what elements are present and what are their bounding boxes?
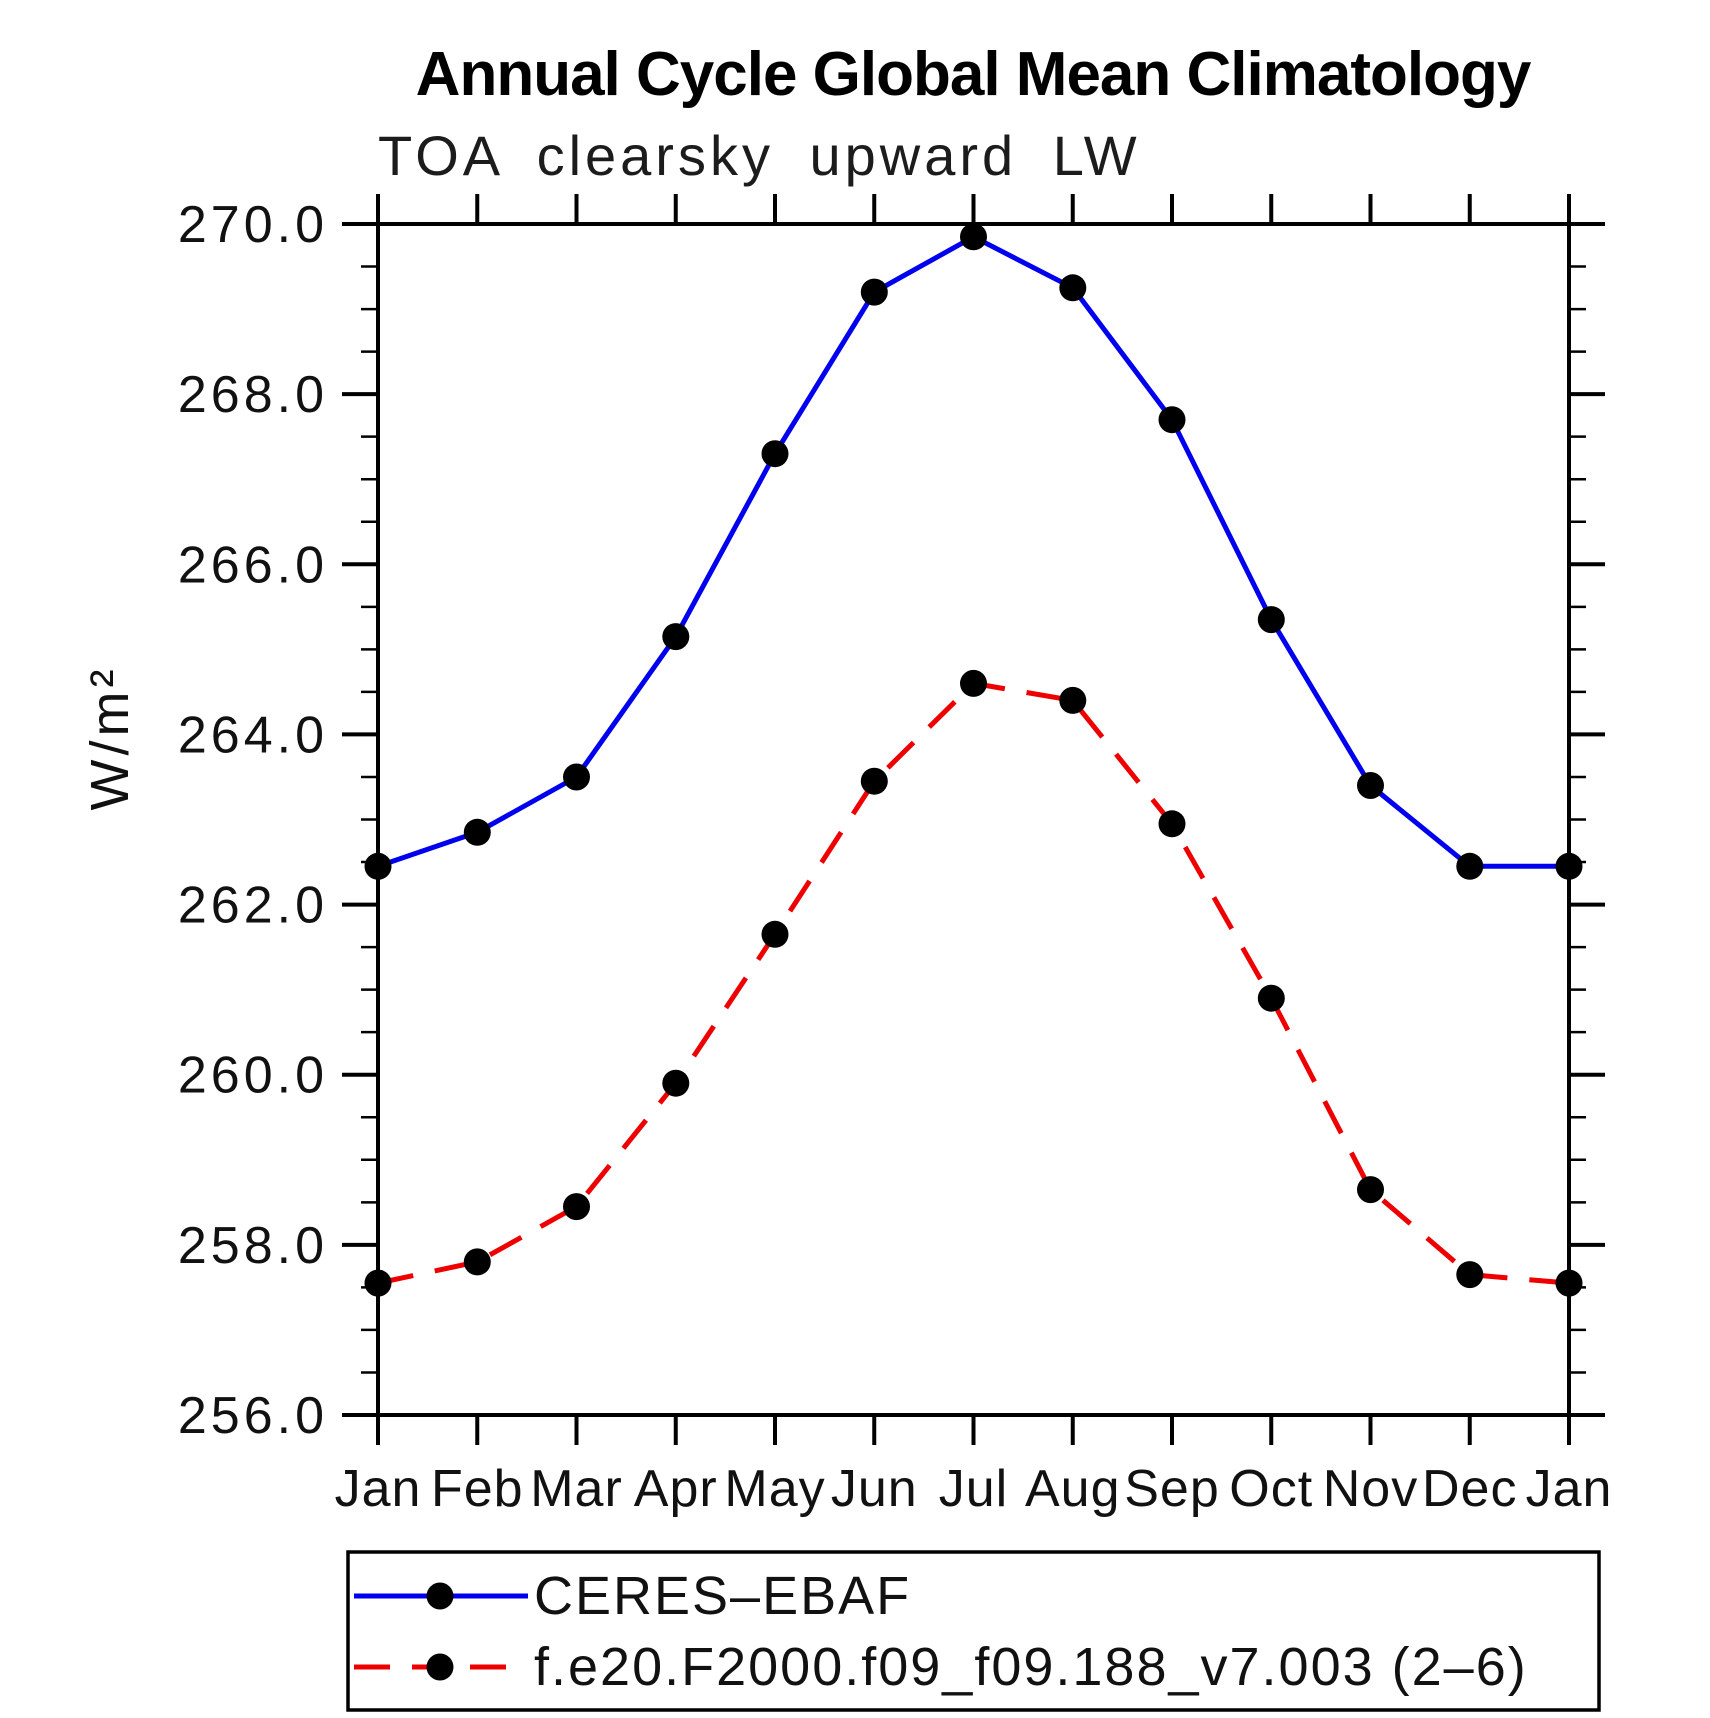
y-tick-label: 260.0: [178, 1047, 328, 1105]
x-tick-label: Mar: [530, 1460, 623, 1518]
data-point-marker: [1357, 1176, 1384, 1204]
y-tick-label: 258.0: [178, 1217, 328, 1275]
legend-label-model: f.e20.F2000.f09_f09.188_v7.003 (2–6): [534, 1637, 1528, 1697]
legend-marker-model-icon: [426, 1653, 454, 1681]
data-point-marker: [1357, 772, 1384, 799]
data-point-marker: [1158, 810, 1186, 838]
data-point-marker: [1456, 1261, 1484, 1289]
chart-subtitle: TOA clearsky upward LW: [378, 124, 1141, 187]
x-tick-label: Aug: [1025, 1460, 1121, 1518]
legend-marker-ceres-icon: [426, 1582, 454, 1610]
data-point-marker: [1059, 686, 1087, 714]
y-tick-label: 266.0: [178, 536, 328, 594]
data-point-marker: [364, 852, 392, 880]
data-point-marker: [1456, 852, 1484, 880]
data-point-marker: [1555, 852, 1583, 880]
data-point-marker: [364, 1269, 392, 1297]
data-point-marker: [1555, 1269, 1583, 1297]
data-point-marker: [563, 763, 590, 791]
plot-frame: [376, 222, 1571, 1417]
y-axis-title: W/m²: [80, 666, 140, 811]
y-tick-label: 268.0: [178, 366, 328, 424]
chart-title: Annual Cycle Global Mean Climatology: [416, 40, 1532, 109]
x-tick-label: Nov: [1323, 1460, 1418, 1518]
y-tick-label: 256.0: [178, 1387, 328, 1445]
data-point-marker: [761, 440, 789, 468]
data-point-marker: [563, 1193, 590, 1221]
x-tick-label: Apr: [634, 1460, 718, 1518]
data-point-marker: [662, 1069, 690, 1097]
x-tick-label: Sep: [1124, 1460, 1220, 1518]
legend-box: [346, 1550, 1601, 1712]
data-point-marker: [761, 920, 789, 948]
series-line-0: [377, 234, 1569, 869]
x-tick-label: Dec: [1422, 1460, 1517, 1518]
data-point-marker: [463, 1248, 491, 1276]
x-tick-label: Jun: [831, 1460, 918, 1518]
data-point-marker: [1059, 274, 1087, 302]
data-point-marker: [860, 278, 888, 306]
series-line-1: [377, 680, 1570, 1286]
x-tick-label: Jan: [1526, 1460, 1613, 1518]
y-tick-label: 270.0: [178, 196, 328, 254]
x-tick-label: Jul: [939, 1460, 1008, 1518]
data-point-marker: [860, 767, 888, 795]
x-tick-label: Oct: [1229, 1460, 1313, 1518]
plot-axes: 256.0 258.0 260.0 262.0 264.0 266.0 268.0 270.0…: [178, 194, 1613, 1518]
data-point-marker: [1257, 606, 1285, 634]
y-tick-label: 264.0: [178, 706, 328, 764]
data-point-marker: [463, 818, 491, 846]
legend: CERES–EBAF f.e20.F2000.f09_f09.188_v7.00…: [346, 1550, 1601, 1712]
legend-label-ceres: CERES–EBAF: [534, 1566, 911, 1626]
data-point-marker: [1158, 406, 1186, 434]
y-tick-label: 262.0: [178, 877, 328, 935]
data-point-marker: [960, 669, 987, 697]
x-tick-label: Feb: [431, 1460, 524, 1518]
x-tick-label: May: [724, 1460, 825, 1518]
data-point-marker: [662, 623, 690, 651]
plot-series: [364, 223, 1583, 1297]
data-point-marker: [1257, 984, 1285, 1012]
data-point-marker: [960, 223, 987, 251]
x-tick-label: Jan: [335, 1460, 422, 1518]
